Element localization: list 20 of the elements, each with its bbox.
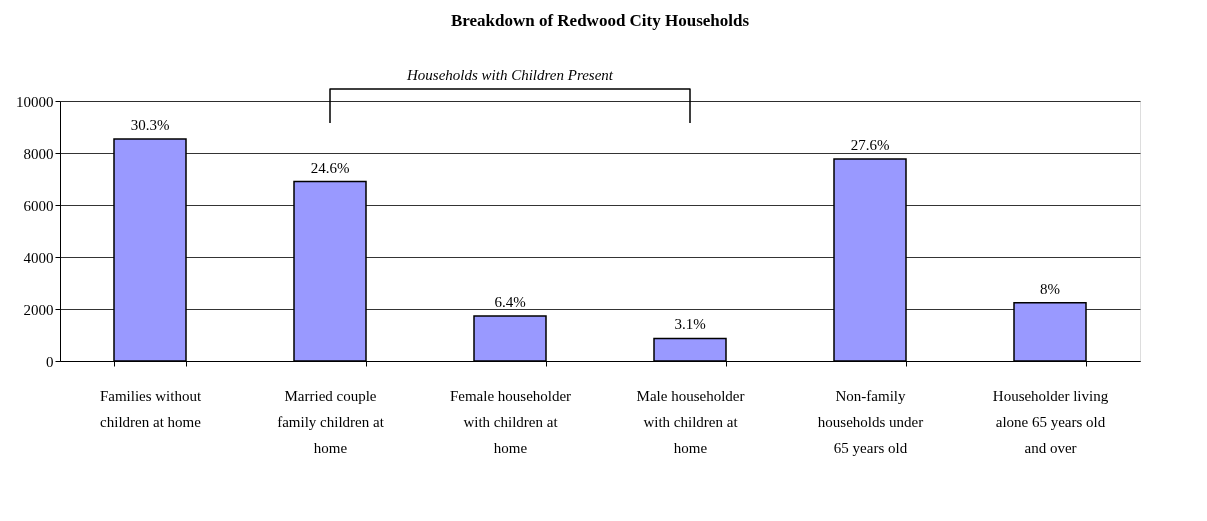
- x-tick-label: Householder living alone 65 years old and over: [992, 387, 1109, 456]
- y-tick-label: 0: [46, 353, 54, 370]
- chart-title: Breakdown of Redwood City Households: [450, 11, 750, 30]
- annotation: 6.4%: [494, 294, 526, 311]
- x-tick-label: Female householder with children at home: [449, 387, 572, 456]
- x-tick-label: Male householder with children at home: [636, 387, 745, 456]
- annotation: 27.6%: [850, 136, 890, 153]
- annotation: 30.3%: [130, 116, 170, 133]
- y-tick-label: 4000: [23, 249, 54, 266]
- annotation: 3.1%: [674, 316, 706, 333]
- x-tick-label: Non-family households under 65 years old: [817, 387, 924, 456]
- annotation: 8%: [1040, 280, 1060, 297]
- annotation: 24.6%: [310, 159, 350, 176]
- x-tick-label: Families without children at home: [99, 387, 202, 430]
- text: Households with Children Present: [406, 67, 614, 83]
- x-tick-label: Married couple family children at home: [277, 387, 385, 456]
- y-tick-label: 6000: [23, 197, 54, 214]
- y-tick-label: 2000: [23, 301, 54, 318]
- y-tick-label: 8000: [23, 145, 54, 162]
- y-tick-label: 10000: [16, 93, 54, 110]
